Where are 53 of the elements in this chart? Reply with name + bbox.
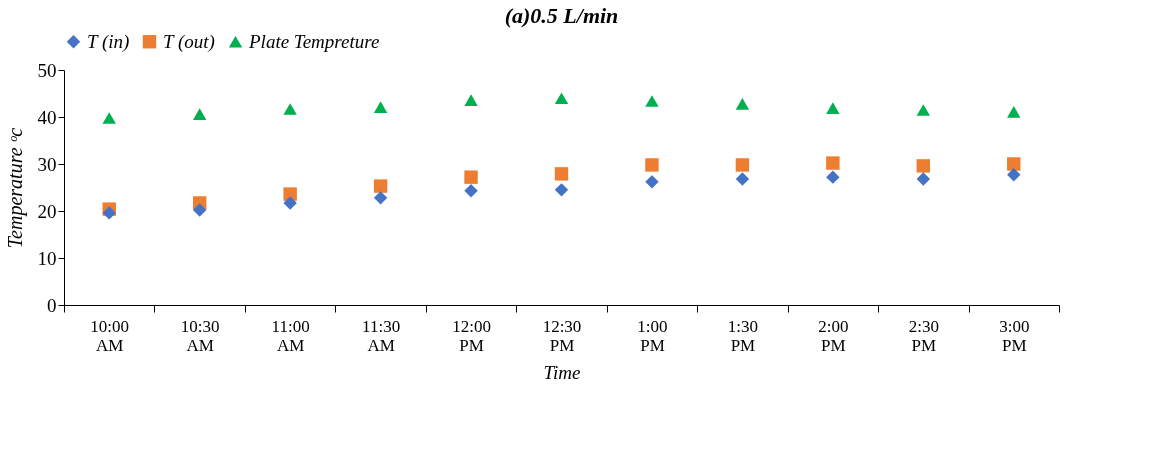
point	[1007, 106, 1021, 118]
y-tick-label: 50	[37, 59, 57, 81]
point	[735, 172, 750, 186]
point	[283, 196, 297, 210]
point	[916, 104, 931, 116]
point	[464, 184, 478, 198]
point	[735, 98, 750, 110]
x-tick-label: 2:30 PM	[908, 316, 939, 355]
y-tick-label: 40	[37, 106, 57, 128]
x-tick-label: 11:00 AM	[271, 316, 310, 355]
point	[192, 108, 207, 120]
point	[283, 103, 297, 115]
point	[464, 94, 478, 106]
x-tick-label: 10:00 AM	[90, 316, 130, 355]
x-tick-label: 11:30 AM	[362, 316, 401, 355]
x-tick-label: 2:00 PM	[818, 316, 849, 355]
point	[554, 92, 569, 105]
x-tick-label: 10:30 AM	[180, 316, 220, 355]
x-tick-label: 12:30 PM	[542, 316, 582, 355]
point	[1007, 168, 1021, 182]
point	[645, 158, 659, 172]
point	[826, 102, 840, 114]
legend-label: T (out)	[163, 30, 215, 53]
legend-label: Plate Tempreture	[248, 30, 380, 52]
x-tick-label: 12:00 PM	[452, 316, 491, 355]
point	[373, 179, 388, 193]
point	[373, 191, 388, 205]
point	[554, 183, 569, 197]
x-axis-title: Time	[543, 361, 581, 383]
point	[464, 170, 478, 184]
point	[192, 203, 207, 217]
point	[916, 172, 931, 186]
y-tick-label: 20	[37, 200, 57, 222]
legend-label: T (in)	[87, 30, 130, 53]
point	[645, 95, 659, 107]
x-tick-label: 3:00 PM	[999, 316, 1030, 355]
point	[373, 101, 388, 113]
chart-title: (a)0.5 L/min	[504, 3, 619, 28]
point	[1007, 157, 1021, 171]
point	[916, 159, 931, 173]
x-tick-label: 1:00 PM	[637, 316, 668, 355]
y-axis-title: Temperature ᵒc	[3, 127, 27, 249]
point	[826, 170, 840, 184]
point	[826, 156, 840, 170]
x-tick-label: 1:30 PM	[727, 316, 759, 355]
point	[102, 112, 116, 124]
point	[735, 158, 750, 172]
point	[554, 167, 569, 181]
point	[102, 206, 116, 220]
y-tick-label: 10	[37, 247, 57, 269]
y-tick-label: 0	[47, 294, 57, 316]
y-tick-label: 30	[37, 153, 57, 175]
point	[645, 175, 659, 189]
